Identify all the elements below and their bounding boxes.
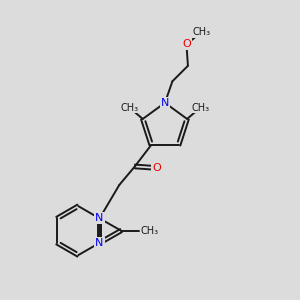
Text: CH₃: CH₃: [120, 103, 138, 112]
Text: N: N: [95, 238, 104, 248]
Text: CH₃: CH₃: [191, 103, 210, 112]
Text: N: N: [95, 213, 104, 224]
Text: N: N: [161, 98, 169, 108]
Text: O: O: [182, 39, 191, 49]
Text: O: O: [152, 163, 161, 173]
Text: CH₃: CH₃: [193, 27, 211, 37]
Text: CH₃: CH₃: [140, 226, 159, 236]
